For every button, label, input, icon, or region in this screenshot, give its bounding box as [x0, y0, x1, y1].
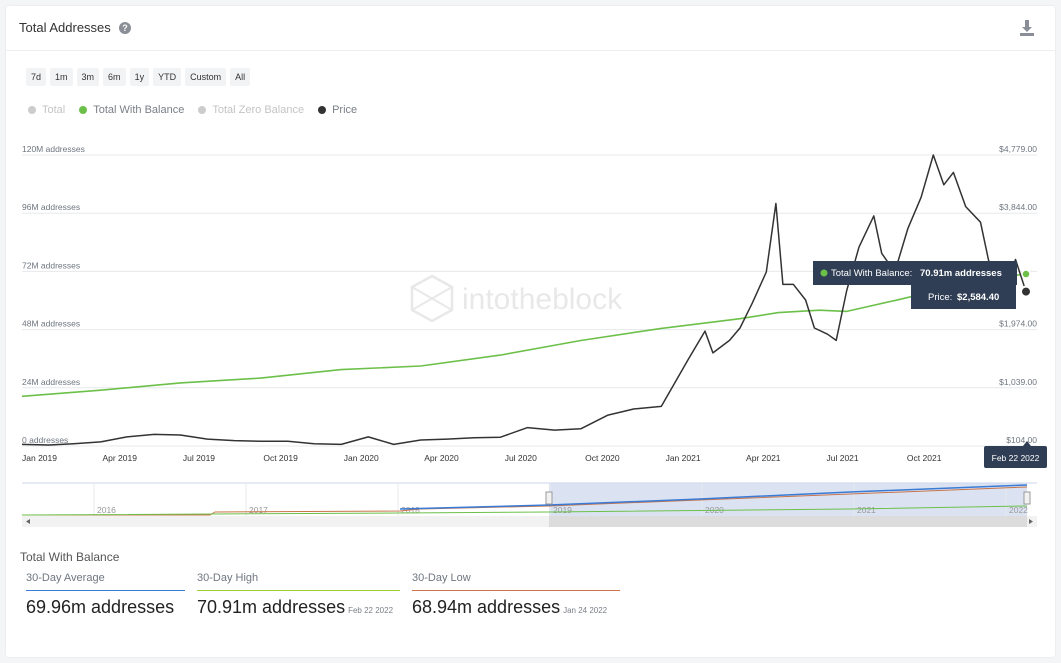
y-left-tick: 24M addresses: [22, 377, 80, 387]
price-tooltip: [911, 285, 1016, 309]
stat-date: Jan 24 2022: [563, 606, 608, 615]
x-tick-label: Oct 2021: [907, 453, 942, 463]
tooltip-price-value: $2,584.40: [957, 292, 999, 303]
range-button-3m[interactable]: 3m: [76, 68, 100, 86]
navigator-handle-left[interactable]: [545, 491, 553, 505]
y-left-tick: 0 addresses: [22, 435, 68, 445]
tooltip-price-label: Price:: [928, 292, 952, 303]
navigator-year-label: 2016: [97, 505, 116, 515]
y-left-tick: 48M addresses: [22, 319, 80, 329]
y-right-tick: $1,039.00: [999, 377, 1037, 387]
legend-dot: [79, 106, 88, 114]
navigator[interactable]: 2016 2017 2018 2019 2020 2021 2022: [21, 482, 1037, 527]
legend-label: Total Zero Balance: [212, 104, 305, 116]
scroll-left-icon[interactable]: [26, 519, 30, 524]
stat-label: 30-Day Low: [412, 572, 620, 591]
download-icon[interactable]: [1020, 20, 1034, 36]
x-tick-label: Apr 2020: [424, 453, 459, 463]
help-icon[interactable]: ?: [119, 22, 131, 34]
tooltip-balance-label: Total With Balance:: [831, 268, 912, 279]
legend-item-total-with-balance[interactable]: Total With Balance: [79, 104, 184, 116]
series-line-price: [21, 154, 1027, 446]
hover-marker-price: [1020, 285, 1032, 298]
stat-value: 69.96m addresses: [26, 597, 175, 617]
range-button-1y[interactable]: 1y: [129, 68, 150, 86]
stat-30-day-high: 30-Day High 70.91m addresses Feb 22 2022: [197, 572, 400, 618]
navigator-series-zero: [399, 484, 1028, 510]
stat-value: 68.94m addresses: [412, 597, 561, 617]
card-title: Total Addresses: [19, 20, 111, 35]
scroll-right-icon[interactable]: [1029, 519, 1033, 524]
y-right-tick: $104.00: [1006, 435, 1037, 445]
x-tick-label: Jul 2020: [505, 453, 537, 463]
legend-item-total[interactable]: Total: [28, 104, 65, 116]
navigator-handle-right[interactable]: [1023, 491, 1031, 505]
x-tick-label: Apr 2021: [746, 453, 781, 463]
navigator-series-balance: [21, 505, 1028, 516]
range-button-all[interactable]: All: [230, 68, 251, 86]
legend-label: Price: [332, 104, 358, 116]
card-header: Total Addresses ?: [6, 6, 1055, 51]
navigator-year-label: 2019: [553, 505, 572, 515]
intotheblock-watermark: intotheblock: [410, 274, 623, 323]
y-left-tick: 120M addresses: [22, 144, 85, 154]
legend-label: Total: [42, 104, 66, 116]
range-selector: 7d 1m 3m 6m 1y YTD Custom All: [26, 68, 251, 86]
series-line-total-with-balance: [21, 273, 1027, 398]
chart-legend: Total Total With Balance Total Zero Balanc…: [28, 104, 357, 116]
legend-dot: [198, 106, 207, 114]
y-right-tick: $1,974.00: [999, 319, 1037, 329]
range-button-1m[interactable]: 1m: [50, 68, 73, 86]
y-left-tick: 72M addresses: [22, 260, 80, 270]
stat-label: 30-Day Average: [26, 572, 185, 591]
stat-30-day-average: 30-Day Average 69.96m addresses: [26, 572, 185, 618]
stat-date: Feb 22 2022: [348, 606, 394, 615]
navigator-year-label: 2017: [249, 505, 268, 515]
hover-marker-balance: [1021, 269, 1031, 279]
date-tooltip-arrow: [1023, 441, 1031, 446]
legend-item-price[interactable]: Price: [318, 104, 357, 116]
x-tick-label: Oct 2019: [263, 453, 298, 463]
tooltip-dot: [820, 269, 828, 277]
date-tooltip: [984, 446, 1047, 468]
watermark-text: intotheblock: [462, 283, 623, 316]
legend-dot: [28, 106, 36, 114]
scrollbar-track[interactable]: [22, 516, 1037, 527]
price-and-address-chart: intotheblock 0 addresses 24M addresses 48M…: [21, 144, 1047, 527]
range-button-custom[interactable]: Custom: [185, 68, 227, 86]
y-left-tick: 96M addresses: [22, 202, 80, 212]
x-tick-label: Jan 2019: [22, 453, 57, 463]
y-right-tick: $3,844.00: [999, 202, 1037, 212]
stat-value: 70.91m addresses: [197, 597, 346, 617]
summary-title: Total With Balance: [20, 550, 120, 564]
y-right-tick: $4,779.00: [999, 144, 1037, 154]
range-button-ytd[interactable]: YTD: [153, 68, 182, 86]
x-tick-label: Jan 2020: [344, 453, 379, 463]
balance-tooltip: [813, 261, 1017, 285]
range-button-6m[interactable]: 6m: [103, 68, 126, 86]
total-addresses-card: Total Addresses ? 7d 1m 3m 6m 1y YTD Custom All…: [6, 6, 1055, 657]
tooltip-date: Feb 22 2022: [992, 453, 1040, 463]
x-tick-label: Jul 2019: [183, 453, 215, 463]
legend-label: Total With Balance: [93, 104, 185, 116]
x-tick-label: Jul 2021: [826, 453, 858, 463]
legend-item-total-zero-balance[interactable]: Total Zero Balance: [198, 104, 304, 116]
x-tick-label: Jan 2021: [666, 453, 701, 463]
navigator-year-label: 2021: [857, 505, 876, 515]
x-tick-label: Oct 2020: [585, 453, 620, 463]
stat-label: 30-Day High: [197, 572, 400, 591]
navigator-year-label: 2022: [1009, 505, 1028, 515]
tooltip-balance-value: 70.91m addresses: [920, 268, 1002, 279]
legend-dot: [318, 106, 327, 114]
stat-30-day-low: 30-Day Low 68.94m addresses Jan 24 2022: [412, 572, 620, 618]
x-tick-label: Apr 2019: [102, 453, 137, 463]
scrollbar-thumb[interactable]: [549, 516, 1027, 527]
range-button-7d[interactable]: 7d: [26, 68, 47, 86]
